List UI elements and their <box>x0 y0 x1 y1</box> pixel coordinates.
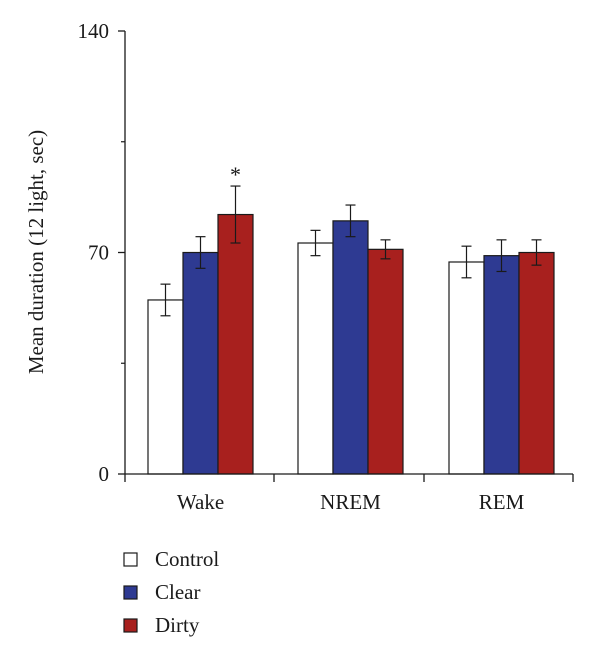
y-tick-label: 0 <box>99 462 110 486</box>
significance-marker: * <box>230 162 241 187</box>
legend-label-dirty: Dirty <box>155 613 200 637</box>
bar-control-nrem <box>297 242 334 475</box>
bar-dirty-wake <box>217 213 254 475</box>
bar-control-wake <box>147 299 184 475</box>
bar-clear-wake <box>182 251 219 475</box>
bar-clear-rem <box>483 255 520 475</box>
y-axis-label: Mean duration (12 light, sec) <box>24 130 48 374</box>
y-tick-label: 70 <box>88 241 109 265</box>
bar-clear-nrem <box>332 220 369 475</box>
legend: Control Clear Dirty <box>123 547 219 637</box>
bar-control-rem <box>448 261 485 475</box>
legend-label-control: Control <box>155 547 219 571</box>
bar-dirty-rem <box>518 251 555 475</box>
axes: 0 70 140 Wake NREM REM <box>78 19 574 514</box>
legend-swatch-control <box>123 552 138 567</box>
x-tick-label-wake: Wake <box>177 490 224 514</box>
plot-area: * <box>147 162 555 475</box>
legend-swatch-clear <box>123 585 138 600</box>
x-tick-label-rem: REM <box>479 490 525 514</box>
x-tick-label-nrem: NREM <box>320 490 381 514</box>
bar-dirty-nrem <box>367 248 404 475</box>
y-tick-label: 140 <box>78 19 110 43</box>
legend-label-clear: Clear <box>155 580 200 604</box>
legend-swatch-dirty <box>123 618 138 633</box>
